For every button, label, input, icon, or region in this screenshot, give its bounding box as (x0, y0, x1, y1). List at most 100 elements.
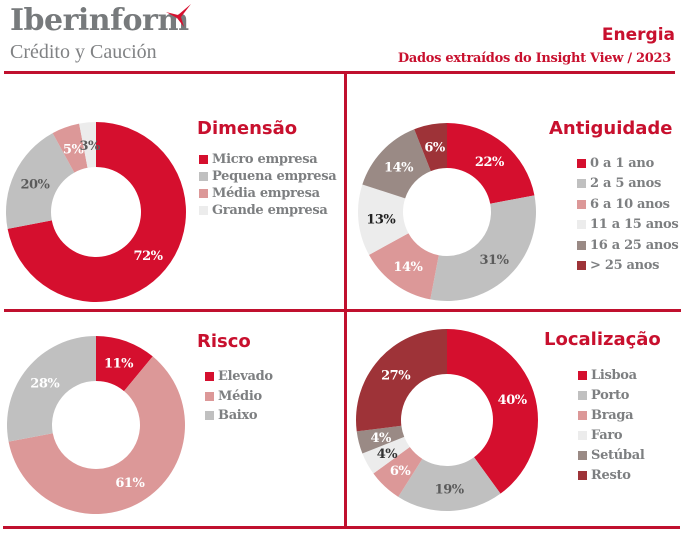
legend-swatch (199, 172, 208, 181)
legend-item-braga: Braga (578, 405, 644, 425)
legend-swatch (199, 189, 208, 198)
legend-item-0-a-1-ano: 0 a 1 ano (577, 153, 678, 174)
legend-swatch (205, 372, 214, 382)
data-label-elevado: 11% (104, 356, 134, 371)
page-title: Energia (601, 25, 675, 45)
slice-elevado (96, 336, 153, 392)
data-label-11-a-15-anos: 13% (366, 212, 396, 227)
legend-label: 6 a 10 anos (590, 196, 670, 212)
legend-label: 11 a 15 anos (590, 217, 679, 233)
legend-swatch (578, 390, 587, 400)
legend-antiguidade: 0 a 1 ano 2 a 5 anos 6 a 10 anos 11 a 15 an… (577, 153, 679, 277)
legend-item-medio: Médio (205, 387, 273, 407)
legend-item-11-a-15-anos: 11 a 15 anos (577, 215, 679, 236)
legend-label: Elevado (218, 369, 273, 385)
legend-label: Lisboa (591, 367, 637, 383)
vertical-divider (344, 72, 347, 528)
data-label-porto: 19% (435, 482, 465, 497)
legend-item-faro: Faro (578, 425, 644, 445)
data-label-micro-empresa: 72% (134, 249, 164, 264)
legend-item-16-a-25-anos: 16 a 25 anos (577, 235, 679, 256)
legend-label: Baixo (218, 408, 258, 424)
data-label-baixo: 28% (30, 377, 60, 392)
slice-16-a-25-anos (362, 129, 431, 199)
legend-label: Porto (591, 387, 630, 403)
slice-6-a-10-anos (369, 233, 439, 300)
legend-label: > 25 anos (590, 258, 660, 274)
slice-resto (356, 329, 447, 432)
legend-item-2-a-5-anos: 2 a 5 anos (577, 174, 678, 195)
legend-swatch (578, 430, 587, 440)
data-label-setubal: 4% (370, 431, 392, 446)
data-label-media-empresa: 5% (63, 142, 85, 157)
slice-11-a-15-anos (358, 184, 409, 255)
legend-swatch (578, 410, 587, 420)
data-label-medio: 61% (115, 476, 145, 491)
data-label-lisboa: 40% (498, 393, 528, 408)
donut-chart-risco: 11% 61% 28% (6, 336, 186, 514)
legend-label: 0 a 1 ano (590, 155, 654, 171)
data-label-braga: 6% (390, 464, 412, 479)
logo-subtitle: Crédito y Caución (10, 41, 157, 63)
legend-item-25-anos: > 25 anos (577, 256, 678, 277)
slice-medio (8, 356, 186, 514)
data-label-resto: 27% (381, 369, 411, 384)
legend-label: Pequena empresa (212, 169, 337, 184)
logo-wordmark: Iberinform (10, 3, 189, 38)
legend-label: 2 a 5 anos (590, 176, 661, 192)
data-label-0-a-1-ano: 22% (475, 155, 505, 170)
slice-grande-empresa (79, 122, 96, 168)
donut-chart-antiguidade: 22% 31% 14% 13% 14% 6% (358, 123, 536, 301)
legend-dimensao: Micro empresa Pequena empresa Média empres… (199, 151, 337, 219)
legend-label: Setúbal (591, 447, 645, 463)
slice-micro-empresa (7, 122, 187, 302)
header-divider (4, 71, 675, 74)
legend-item-grande-empresa: Grande empresa (199, 202, 336, 219)
slice-0-a-1-ano (447, 123, 535, 204)
legend-swatch (205, 411, 214, 421)
data-label-6-a-10-anos: 14% (393, 260, 423, 275)
chart-title-dimensao: Dimensão (197, 118, 298, 139)
legend-item-elevado: Elevado (205, 367, 273, 387)
legend-label: Micro empresa (212, 152, 318, 167)
legend-swatch (577, 240, 586, 250)
legend-item-media-empresa: Média empresa (199, 185, 336, 202)
horizontal-divider (4, 309, 681, 312)
chart-title-localizacao: Localização (544, 329, 661, 350)
legend-label: Grande empresa (212, 203, 328, 218)
footer-divider (3, 526, 680, 529)
slice-media-empresa (52, 123, 88, 173)
legend-swatch (577, 261, 586, 271)
propeller-flag-icon (166, 4, 191, 27)
data-label-16-a-25-anos: 14% (384, 160, 414, 175)
page-subtitle: Dados extraídos do Insight View / 2023 (397, 51, 671, 66)
legend-risco: Elevado Médio Baixo (205, 367, 273, 426)
donut-chart-dimensao: 72% 20% 5%3% (5, 122, 187, 302)
slice-2-a-5-anos (430, 195, 536, 301)
legend-swatch (205, 391, 214, 401)
slice-setubal (356, 425, 405, 454)
legend-swatch (578, 370, 587, 380)
slice-lisboa (447, 329, 538, 494)
legend-swatch (577, 158, 586, 168)
legend-swatch (578, 470, 587, 480)
legend-swatch (577, 199, 586, 209)
slice-25-anos (414, 123, 447, 172)
slice-braga (373, 447, 423, 497)
legend-label: 16 a 25 anos (590, 237, 679, 253)
legend-item-porto: Porto (578, 385, 644, 405)
legend-swatch (199, 206, 208, 215)
chart-title-risco: Risco (197, 331, 251, 352)
legend-item-baixo: Baixo (205, 406, 273, 426)
legend-item-resto: Resto (578, 465, 644, 485)
legend-swatch (577, 179, 586, 189)
legend-item-pequena-empresa: Pequena empresa (199, 168, 337, 185)
legend-swatch (199, 155, 208, 164)
legend-swatch (577, 220, 586, 230)
legend-localizacao: Lisboa Porto Braga Faro Setúbal Resto (578, 365, 645, 485)
legend-label: Braga (591, 407, 634, 423)
legend-label: Média empresa (212, 186, 320, 201)
data-label-2-a-5-anos: 31% (480, 253, 510, 268)
slice-baixo (6, 336, 97, 442)
